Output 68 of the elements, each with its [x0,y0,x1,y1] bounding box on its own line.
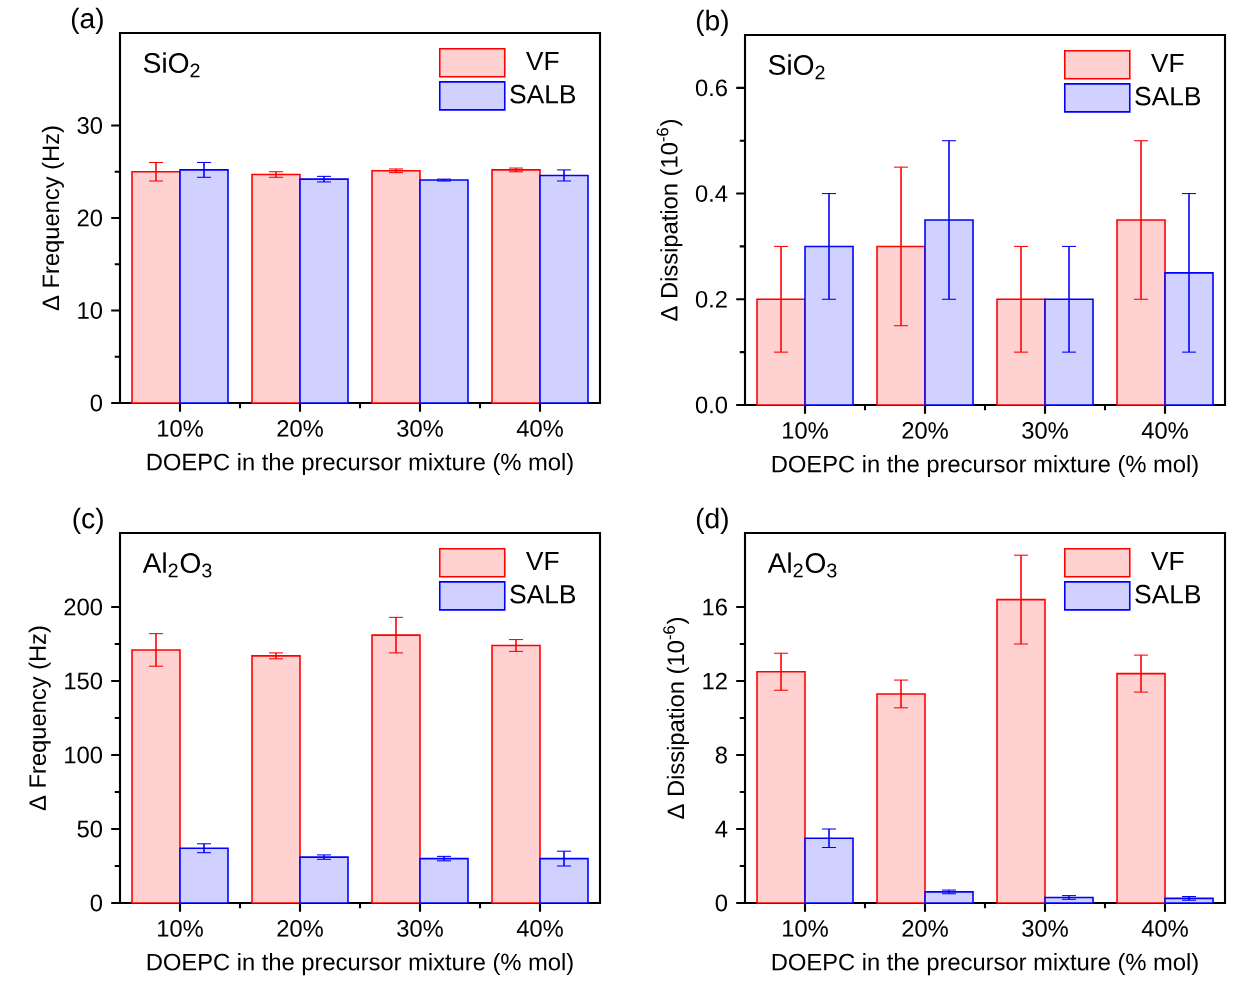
text: (d) [696,507,728,534]
x-tick-label: 10% [783,920,828,937]
y-tick-label: 10 [78,302,103,319]
x-tick-label: 10% [158,920,203,937]
x-tick-label: 30% [397,420,443,437]
x-axis-title: DOEPC in the precursor mixture (% mol) [772,953,1198,976]
legend-label: SALB [1135,584,1201,604]
text: (c) [73,507,103,534]
y-tick-label: 0.2 [695,290,727,308]
y-tick-label: 12 [703,672,727,690]
y-tick-label: 0 [90,394,103,412]
bar [491,644,541,904]
x-tick-label: 30% [397,920,443,937]
y-axis-title: Δ Frequency (Hz) [41,126,64,311]
annotation: SiO$_{2}$ [768,54,825,80]
legend-label: SALB [510,84,576,104]
y-tick-label: 20 [77,209,103,227]
x-tick-label: 20% [902,920,948,937]
bar [1044,896,1094,904]
legend-label: SALB [510,584,576,604]
y-axis-title: Δ Dissipation (10$^{-6}$) [663,618,689,819]
text: (b) [696,9,728,36]
x-tick-label: 10% [158,420,203,437]
y-axis-title: Δ Frequency (Hz) [28,626,51,811]
y-tick-label: 150 [65,672,103,690]
y-tick-label: 50 [77,820,103,838]
x-tick-label: 10% [783,422,828,439]
x-tick-label: 40% [516,420,563,437]
x-tick-label: 40% [516,920,563,937]
y-tick-label: 0.6 [695,79,727,97]
legend-label: VF [1151,551,1184,571]
text: (a) [71,7,103,34]
y-tick-label: 8 [715,746,727,764]
legend-label: SALB [1135,86,1201,106]
y-axis-title: Δ Dissipation (10$^{-6}$) [656,120,683,321]
bar [251,655,301,904]
y-tick-label: 30 [77,117,103,134]
x-tick-label: 20% [902,422,948,439]
x-tick-label: 30% [1022,920,1068,937]
x-tick-label: 20% [277,920,323,937]
bar [924,891,974,904]
legend-label: VF [1151,53,1184,73]
y-tick-label: 200 [64,598,103,616]
y-tick-label: 100 [65,746,103,764]
y-tick-label: 0 [90,894,103,912]
y-tick-label: 16 [703,598,727,616]
x-axis-title: DOEPC in the precursor mixture (% mol) [772,454,1198,478]
bar [804,245,854,406]
x-axis-title: DOEPC in the precursor mixture (% mol) [147,953,573,976]
annotation: SiO$_{2}$ [143,52,200,78]
y-tick-label: 0 [715,894,728,912]
x-axis-title: DOEPC in the precursor mixture (% mol) [147,452,573,476]
y-tick-label: 0.0 [695,396,728,414]
bar [419,857,469,904]
annotation: Al$_{2}$O$_{3}$ [142,552,212,578]
y-tick-label: 4 [715,820,728,838]
x-tick-label: 20% [277,420,323,437]
legend-label: VF [526,551,559,571]
x-tick-label: 30% [1022,422,1068,439]
bar [299,856,349,904]
annotation: Al$_{2}$O$_{3}$ [767,552,837,578]
bar [876,245,926,406]
legend-label: VF [526,51,559,71]
y-tick-label: 0.4 [695,185,728,202]
bar [179,847,229,904]
x-tick-label: 40% [1141,920,1188,937]
bar [1164,897,1214,904]
x-tick-label: 40% [1141,422,1188,439]
